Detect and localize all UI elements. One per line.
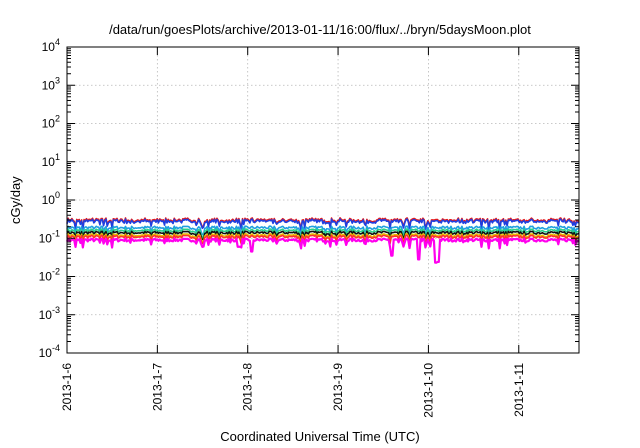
series-line xyxy=(66,225,580,237)
y-tick-exponent: 2 xyxy=(55,114,60,124)
y-tick-exponent: 3 xyxy=(55,75,60,85)
y-tick-label: 10-2 xyxy=(39,267,60,284)
chart-title: /data/run/goesPlots/archive/2013-01-11/1… xyxy=(109,22,531,37)
y-tick-exponent: 0 xyxy=(55,190,60,200)
grid xyxy=(66,47,579,353)
x-tick-label: 2013-1-8 xyxy=(241,363,255,411)
y-tick-label: 102 xyxy=(42,114,60,131)
x-axis-label: Coordinated Universal Time (UTC) xyxy=(220,429,420,444)
y-tick-label: 101 xyxy=(42,152,60,169)
series-line xyxy=(66,234,580,246)
axis-ticks xyxy=(66,46,579,354)
series-line xyxy=(65,237,580,264)
y-tick-label: 104 xyxy=(42,37,60,54)
x-tick-labels: 2013-1-6 2013-1-7 2013-1-8 2013-1-9 2013-1-1… xyxy=(60,363,526,418)
y-tick-label: 100 xyxy=(42,190,60,207)
y-tick-exponent: -3 xyxy=(52,305,60,315)
series-line xyxy=(66,230,580,242)
y-tick-exponent: -1 xyxy=(52,228,60,238)
y-tick-exponent: 1 xyxy=(55,152,60,162)
x-tick-label: 2013-1-9 xyxy=(331,363,345,411)
x-tick-label: 2013-1-6 xyxy=(60,363,74,411)
x-tick-label: 2013-1-10 xyxy=(421,363,435,418)
y-tick-exponent: -2 xyxy=(52,267,60,277)
x-tick-label: 2013-1-7 xyxy=(150,363,164,411)
y-tick-label: 10-3 xyxy=(39,305,60,322)
x-tick-label: 2013-1-11 xyxy=(512,363,526,417)
y-tick-exponent: 4 xyxy=(55,37,60,47)
series-line xyxy=(66,218,580,232)
y-tick-label: 10-1 xyxy=(39,228,60,245)
y-tick-exponent: -4 xyxy=(52,343,60,353)
y-tick-label: 103 xyxy=(42,75,60,92)
series-group xyxy=(65,217,580,264)
y-tick-label: 10-4 xyxy=(39,343,60,360)
series-line xyxy=(66,228,580,240)
